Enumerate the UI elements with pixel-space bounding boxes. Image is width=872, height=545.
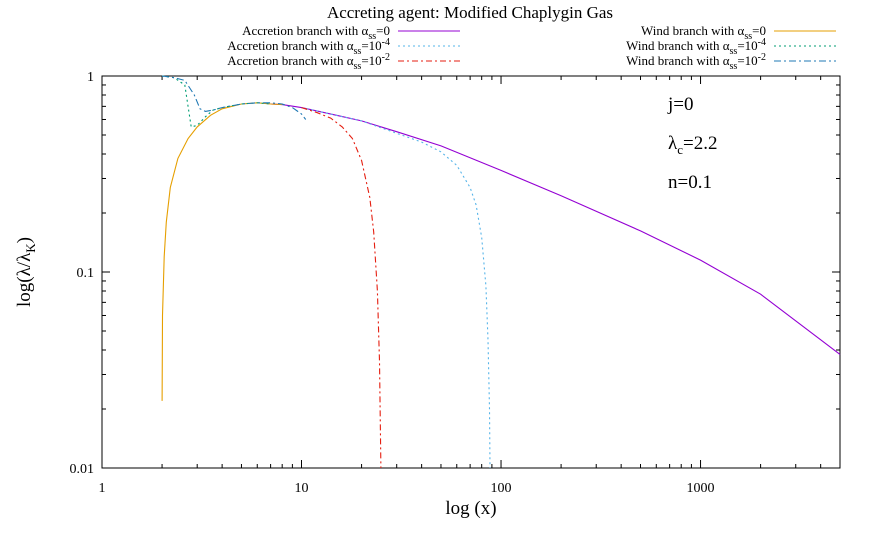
annotation-lambda-c: λc=2.2 <box>668 133 717 157</box>
series-line-3 <box>161 102 283 401</box>
annotation-j: j=0 <box>667 94 694 115</box>
y-tick-label: 0.01 <box>70 462 95 477</box>
x-tick-label: 100 <box>491 481 512 496</box>
series-lines <box>161 75 841 469</box>
y-axis-label-main: log(λ/λ <box>14 252 35 307</box>
y-axis-label-close: ) <box>14 237 35 243</box>
chart-title: Accreting agent: Modified Chaplygin Gas <box>327 3 613 22</box>
legend-label-4: Wind branch with αss=10-4 <box>626 37 766 57</box>
series-line-5 <box>162 75 307 120</box>
plot-frame <box>101 75 841 469</box>
annotation-n: n=0.1 <box>668 172 712 193</box>
x-axis-label: log (x) <box>445 498 496 519</box>
legend-label-0: Accretion branch with αss=0 <box>242 23 390 42</box>
x-tick-label: 1000 <box>687 481 715 496</box>
series-line-4 <box>162 75 271 128</box>
series-line-0 <box>270 103 841 355</box>
ticks: 1 10 100 1000 0.01 0.1 1 <box>70 70 841 496</box>
x-tick-label: 1 <box>99 481 106 496</box>
y-tick-label: 1 <box>87 70 94 85</box>
series-line-1 <box>301 107 491 469</box>
y-axis-label: log(λ/λK) <box>14 237 38 307</box>
legend-label-5: Wind branch with αss=10-2 <box>626 52 766 72</box>
series-line-2 <box>301 107 382 469</box>
legend-label-2: Accretion branch with αss=10-2 <box>227 52 390 72</box>
y-tick-label: 0.1 <box>77 266 95 281</box>
y-axis-label-sub: K <box>23 243 38 253</box>
legend-label-3: Wind branch with αss=0 <box>641 23 766 42</box>
legend-label-1: Accretion branch with αss=10-4 <box>227 37 390 57</box>
x-tick-label: 10 <box>295 481 309 496</box>
